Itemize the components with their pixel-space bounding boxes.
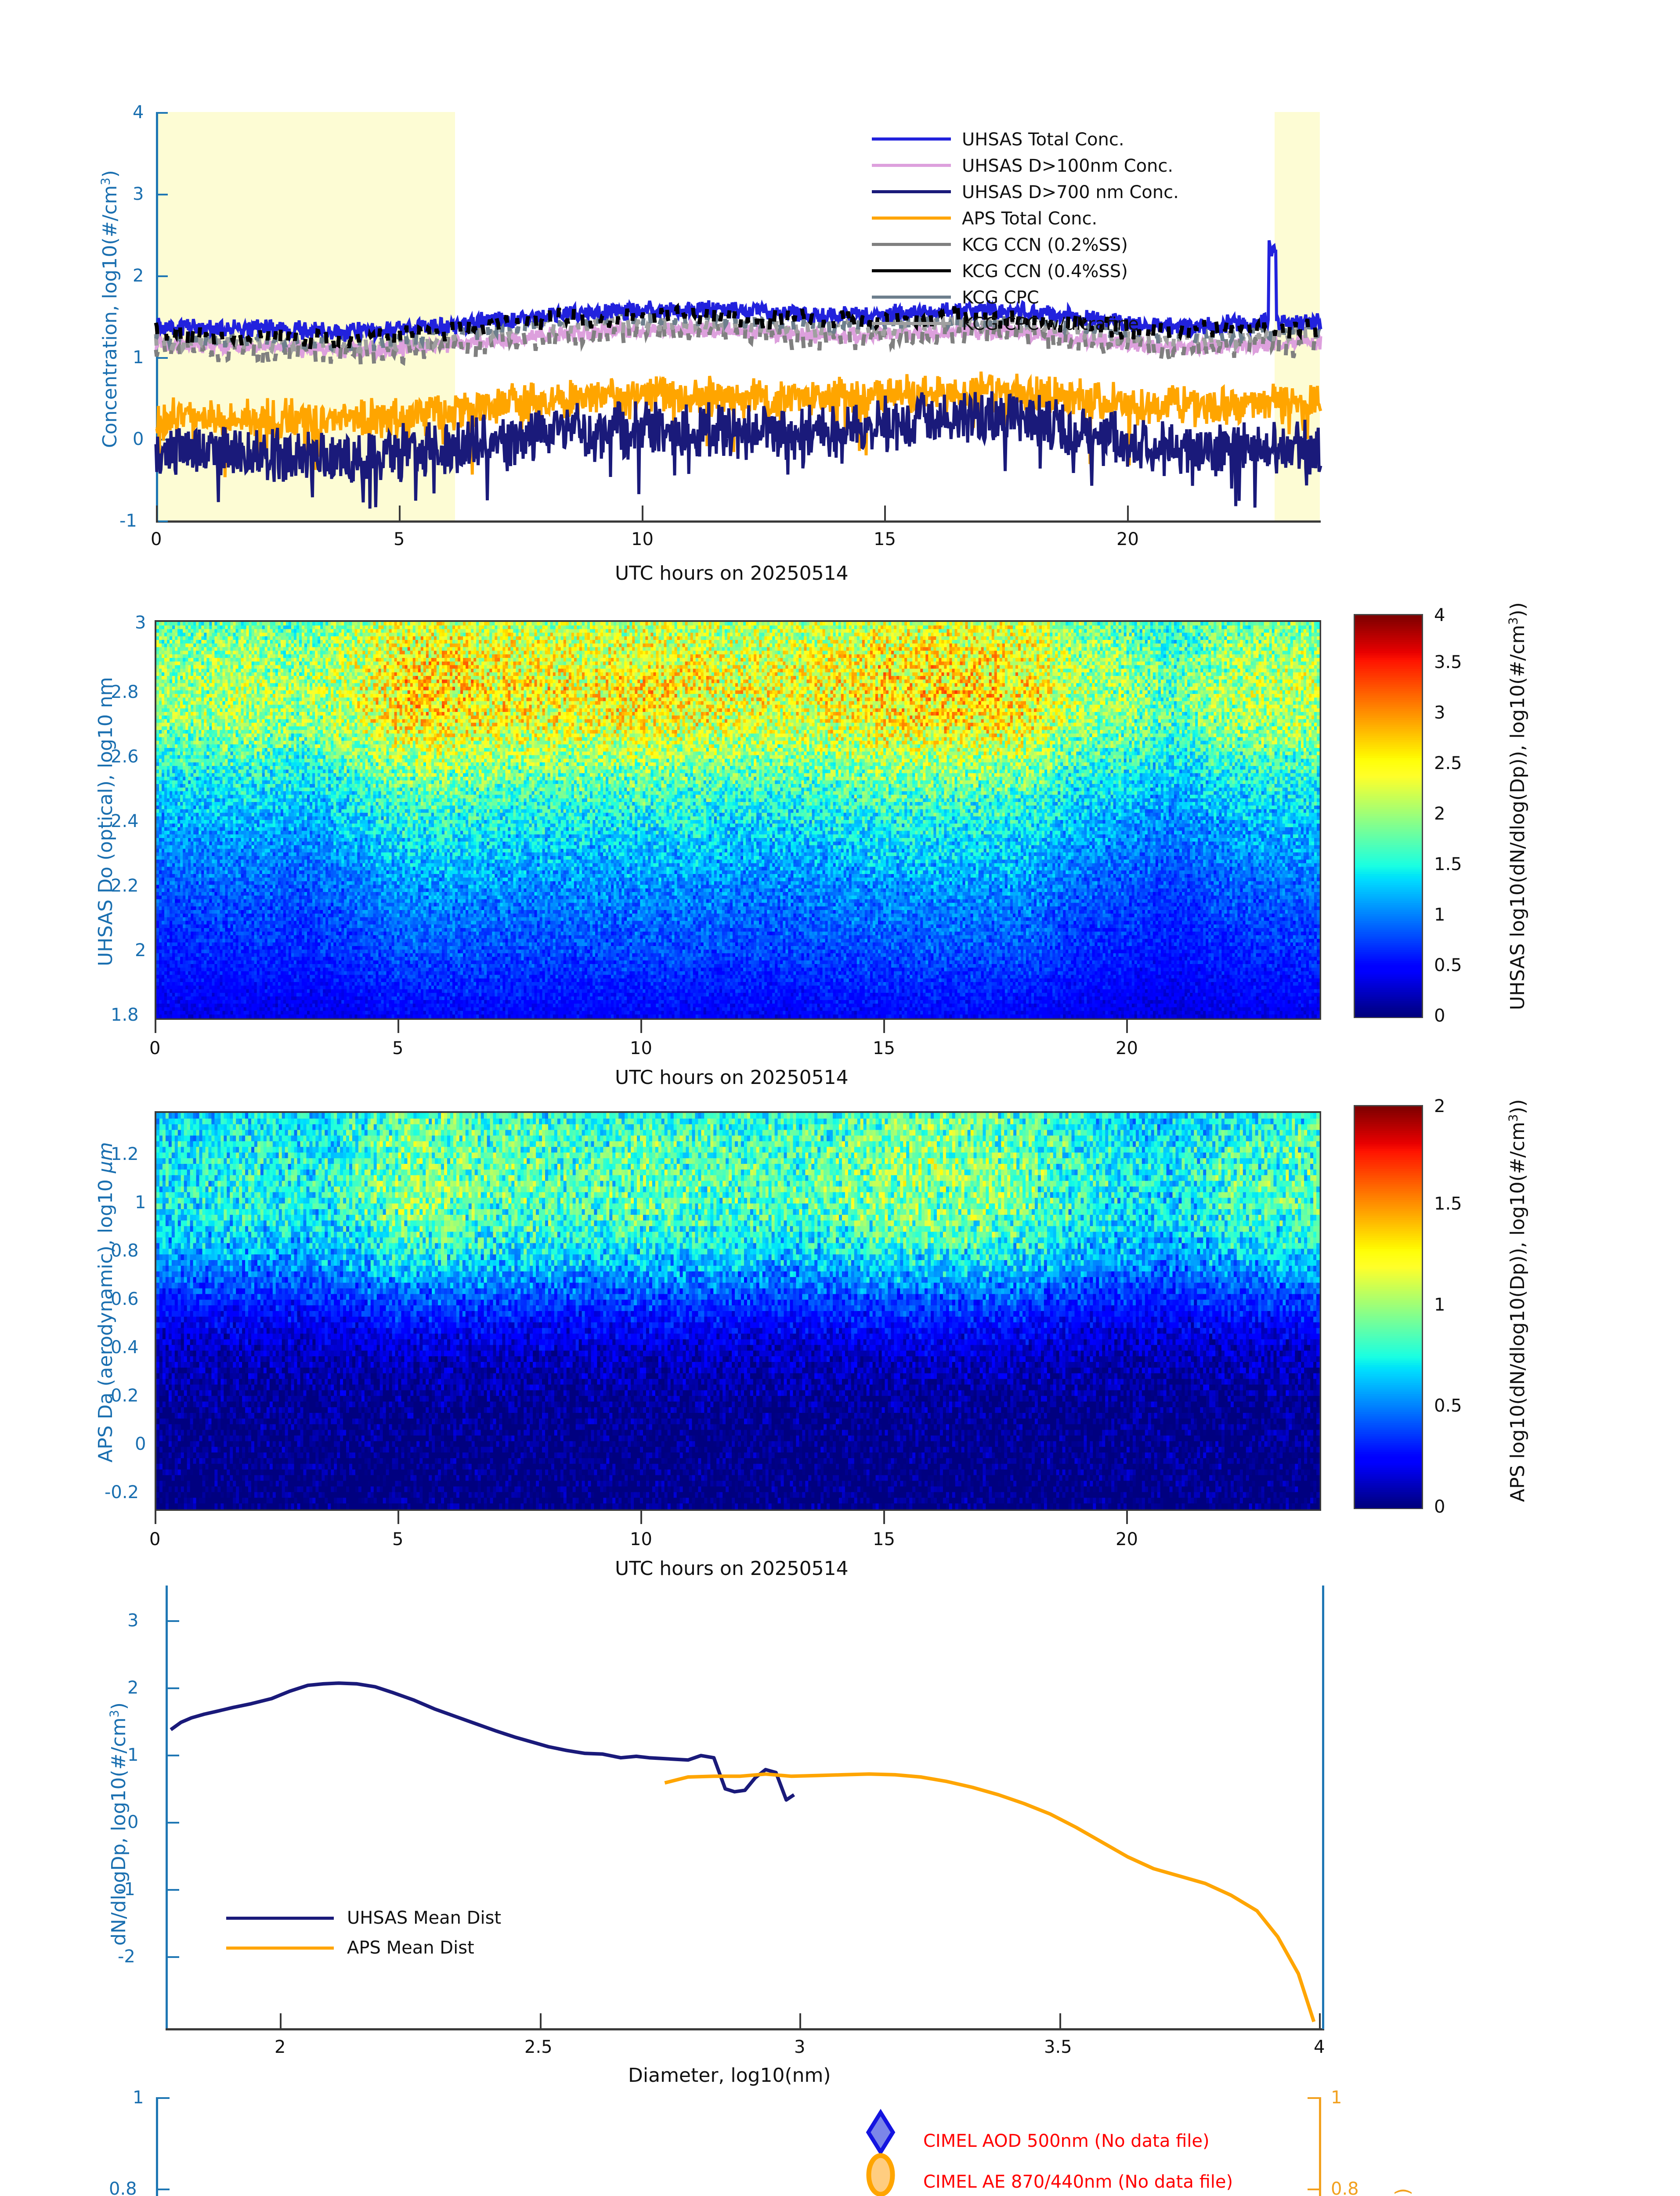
p5-ytick-left-label: 1 bbox=[133, 2088, 144, 2108]
p5-yaxis-right-label: Angstrom Exponent (870nm/440nm) bbox=[1391, 2188, 1414, 2196]
p5-ytick-left bbox=[158, 2189, 170, 2190]
diamond-icon bbox=[868, 2113, 893, 2152]
p5-ytick-left-label: 0.8 bbox=[109, 2179, 137, 2196]
p5-annotation-label-aod: CIMEL AOD 500nm (No data file) bbox=[923, 2131, 1210, 2151]
p5-ytick-right-label: 1 bbox=[1331, 2088, 1342, 2108]
p5-axis-right bbox=[1319, 2097, 1321, 2196]
p5-ytick-left bbox=[158, 2097, 170, 2099]
p5-ytick-right-label: 0.8 bbox=[1331, 2179, 1359, 2196]
p5-annotation-label-ae: CIMEL AE 870/440nm (No data file) bbox=[923, 2172, 1233, 2192]
p5-ytick-right bbox=[1308, 2097, 1319, 2099]
p5-axis-left bbox=[156, 2097, 158, 2196]
p5-ytick-right bbox=[1308, 2189, 1319, 2190]
circle-icon bbox=[869, 2156, 892, 2194]
